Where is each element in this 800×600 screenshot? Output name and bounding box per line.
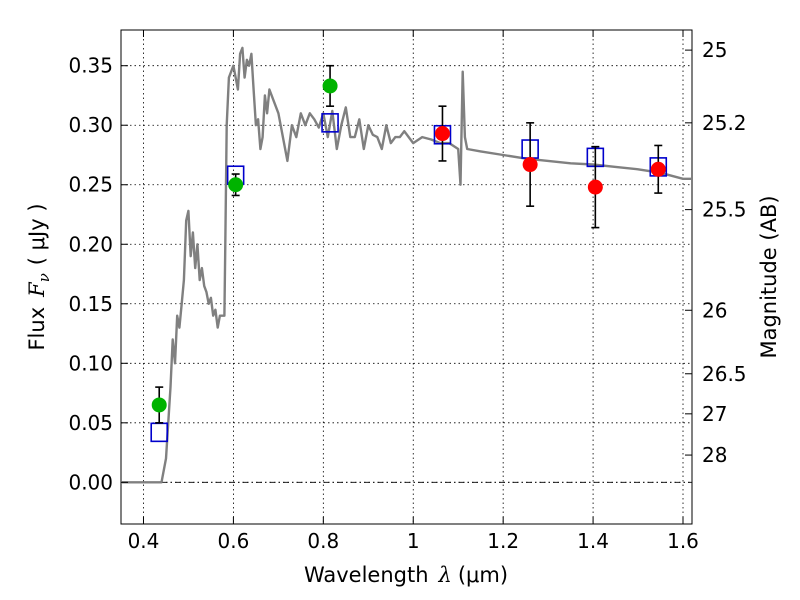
model-square-marker xyxy=(150,422,169,443)
green-data-point xyxy=(228,177,244,193)
y-axis-title: FluxFν( μJy ) xyxy=(25,203,53,350)
green-data-point xyxy=(322,78,338,94)
spectrum-line xyxy=(121,46,692,484)
right-tick-label: 25.5 xyxy=(702,198,747,222)
model-square-marker xyxy=(321,113,339,133)
x-tick-label: 1 xyxy=(407,529,420,553)
marker-layer xyxy=(150,64,668,443)
y-tick-label: 0.15 xyxy=(68,292,113,316)
red-data-point xyxy=(522,157,538,173)
x-tick-label: 1.2 xyxy=(487,529,519,553)
red-data-point xyxy=(587,179,603,195)
right-tick-label: 26 xyxy=(702,298,727,322)
red-data-point xyxy=(434,126,450,142)
y-tick-label: 0.10 xyxy=(68,351,113,375)
x-tick-label: 1.4 xyxy=(577,529,609,553)
right-axis-title: Magnitude (AB) xyxy=(757,195,781,358)
x-tick-label: 1.6 xyxy=(667,529,699,553)
tick-layer: 0.4 0.6 0.8 1 1.2 1.4 1.6 0.00 0.05 0.10 0.15 0.20 0… xyxy=(68,30,747,553)
y-tick-label: 0.30 xyxy=(68,113,113,137)
right-tick-label: 26.5 xyxy=(702,362,747,386)
plot-frame xyxy=(120,29,693,525)
y-tick-label: 0.05 xyxy=(68,411,113,435)
red-data-point xyxy=(650,161,666,177)
x-axis-title: Wavelength λ (μm) xyxy=(304,563,508,587)
y-tick-label: 0.35 xyxy=(68,54,113,78)
right-tick-label: 27 xyxy=(702,402,727,426)
right-tick-label: 25 xyxy=(702,38,727,62)
y-tick-label: 0.00 xyxy=(68,470,113,494)
spectrum-layer xyxy=(121,46,692,484)
y-tick-label: 0.20 xyxy=(68,232,113,256)
x-tick-label: 0.6 xyxy=(217,529,249,553)
green-data-point xyxy=(151,397,167,413)
x-tick-label: 0.8 xyxy=(307,529,339,553)
right-tick-label: 28 xyxy=(702,443,727,467)
right-tick-label: 25.2 xyxy=(702,111,747,135)
y-tick-label: 0.25 xyxy=(68,173,113,197)
x-tick-label: 0.4 xyxy=(128,529,160,553)
gridlines xyxy=(121,30,692,524)
